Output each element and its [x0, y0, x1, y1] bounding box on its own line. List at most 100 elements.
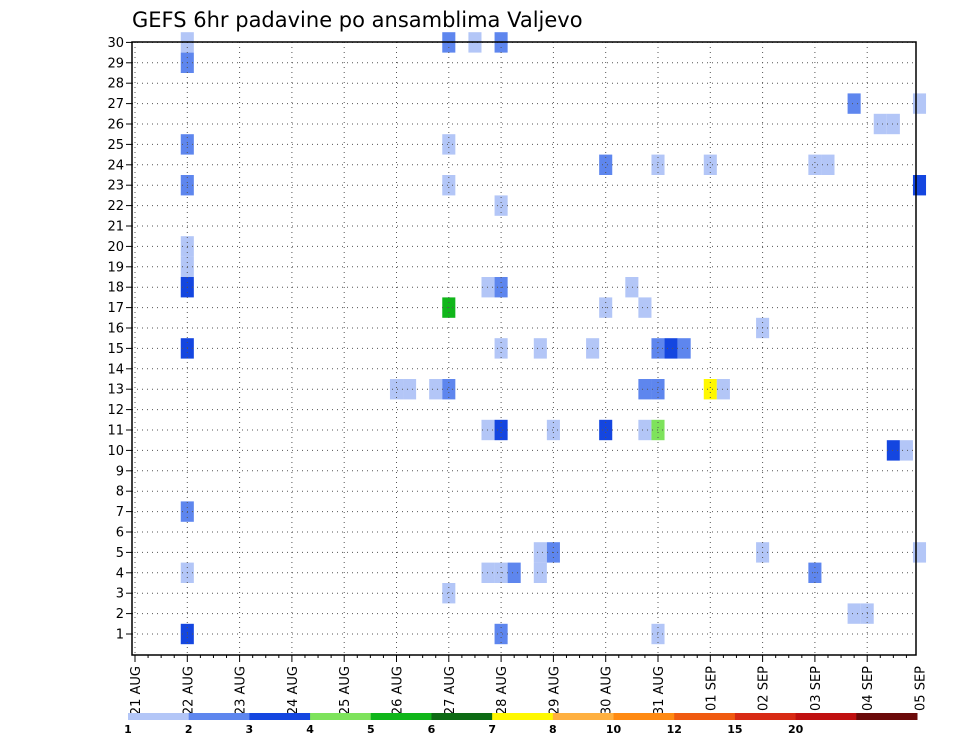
heat-cell — [638, 419, 652, 441]
x-tick-label: 24 AUG — [286, 666, 301, 715]
x-tick-label: 04 SEP — [861, 666, 876, 711]
x-tick-label: 26 AUG — [391, 666, 406, 715]
x-tick-label: 30 AUG — [600, 666, 615, 715]
y-tick-label: 14 — [107, 362, 124, 377]
heat-cell — [599, 154, 613, 175]
legend-swatch — [370, 713, 432, 720]
y-tick-label: 20 — [107, 240, 124, 255]
grid — [132, 41, 916, 655]
heat-cell — [886, 113, 900, 135]
heat-cell — [899, 440, 913, 461]
heat-cell — [442, 583, 456, 604]
y-tick-label: 10 — [107, 444, 124, 459]
heat-cell — [442, 379, 456, 400]
legend-label: 12 — [667, 723, 682, 736]
legend-swatch — [552, 713, 615, 720]
y-tick-label: 23 — [107, 179, 124, 194]
chart-title: GEFS 6hr padavine po ansamblima Valjevo — [132, 8, 583, 32]
heat-cell — [625, 277, 639, 298]
heat-cell — [507, 562, 521, 583]
x-tick-label: 05 SEP — [914, 666, 929, 711]
heat-cell — [442, 175, 456, 196]
y-tick-label: 19 — [107, 260, 124, 275]
legend-swatch — [188, 713, 250, 720]
legend-swatch — [310, 713, 372, 720]
y-tick-label: 6 — [116, 526, 124, 541]
legend-label: 4 — [306, 723, 314, 736]
heat-cell — [429, 379, 443, 400]
x-tick-label: 23 AUG — [234, 666, 249, 715]
legend-label: 7 — [488, 723, 496, 736]
heat-cell — [912, 175, 927, 196]
heat-cell — [873, 113, 887, 135]
heat-cell — [638, 297, 652, 318]
legend-swatch — [674, 713, 736, 720]
heat-cell — [389, 379, 404, 400]
heat-cell — [599, 419, 613, 441]
heat-cell — [703, 154, 717, 175]
y-tick-label: 2 — [116, 607, 124, 622]
y-tick-label: 15 — [107, 342, 124, 357]
heat-cell — [494, 195, 508, 216]
x-tick-label: 25 AUG — [338, 666, 353, 715]
heat-cell — [677, 338, 691, 359]
y-tick-label: 24 — [107, 158, 124, 173]
x-axis: 21 AUG 22 AUG 23 AUG 24 AUG 25 AUG 26 AUG 27 A… — [129, 655, 929, 715]
y-tick-label: 1 — [116, 628, 124, 643]
y-tick-label: 7 — [116, 505, 124, 520]
y-tick-label: 18 — [107, 281, 124, 296]
x-tick-label: 03 SEP — [809, 666, 824, 711]
legend-swatch — [128, 713, 190, 720]
heat-cell — [481, 419, 495, 441]
y-tick-label: 30 — [107, 36, 124, 51]
x-tick-label: 02 SEP — [757, 666, 772, 711]
legend-label: 5 — [367, 723, 375, 736]
legend-label: 6 — [428, 723, 436, 736]
heat-cell — [664, 338, 678, 359]
heat-cell — [494, 623, 508, 645]
y-axis: 1234567891011121314151617181920212223242… — [107, 36, 132, 643]
x-tick-label: 01 SEP — [704, 666, 719, 711]
y-tick-label: 9 — [116, 464, 124, 479]
legend-label: 8 — [549, 723, 557, 736]
heat-cell — [886, 440, 900, 461]
y-tick-label: 29 — [107, 56, 124, 71]
y-tick-label: 16 — [107, 322, 124, 337]
y-tick-label: 25 — [107, 138, 124, 153]
heat-cell — [403, 379, 417, 400]
x-tick-label: 22 AUG — [181, 666, 196, 715]
heat-cell — [912, 542, 927, 563]
x-tick-label: 27 AUG — [443, 666, 458, 715]
y-tick-label: 12 — [107, 403, 124, 418]
heat-cell — [533, 562, 547, 583]
y-tick-label: 21 — [107, 220, 124, 235]
y-tick-label: 4 — [116, 566, 124, 581]
heat-cell — [847, 93, 861, 114]
x-tick-label: 31 AUG — [652, 666, 667, 715]
heat-cell — [494, 338, 508, 359]
legend-label: 2 — [185, 723, 193, 736]
y-tick-label: 17 — [107, 301, 124, 316]
heat-cell — [546, 419, 560, 441]
heat-cell — [481, 277, 495, 298]
heat-cell — [808, 154, 822, 175]
heat-cell — [912, 93, 927, 114]
legend-label: 3 — [246, 723, 254, 736]
legend-label: 15 — [727, 723, 742, 736]
legend-swatch — [795, 713, 857, 720]
legend-swatch — [734, 713, 797, 720]
y-tick-label: 26 — [107, 118, 124, 133]
y-tick-label: 11 — [107, 424, 124, 439]
legend-swatch — [856, 713, 918, 720]
heat-cell — [847, 603, 861, 624]
y-tick-label: 8 — [116, 485, 124, 500]
y-tick-label: 27 — [107, 97, 124, 112]
x-tick-label: 28 AUG — [495, 666, 510, 715]
heat-cell — [703, 379, 717, 400]
heat-cell — [533, 542, 547, 563]
legend-swatch — [613, 713, 675, 720]
legend-swatch — [492, 713, 554, 720]
y-tick-label: 13 — [107, 383, 124, 398]
heat-cell — [533, 338, 547, 359]
